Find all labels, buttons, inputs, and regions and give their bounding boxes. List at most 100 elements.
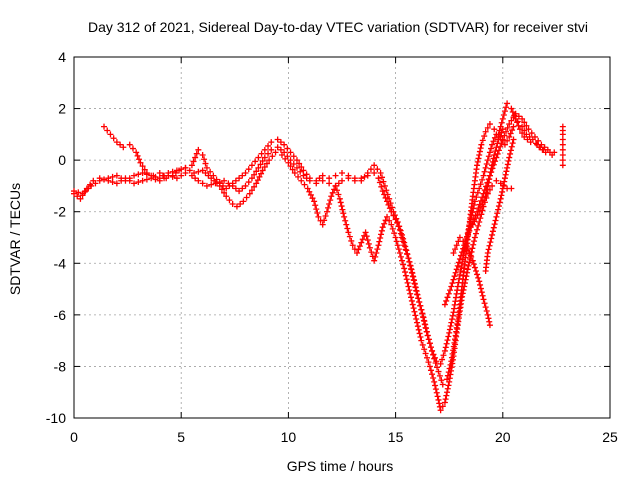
data-point [364, 237, 371, 244]
data-point [457, 252, 464, 259]
data-point [355, 246, 362, 253]
data-point [251, 183, 258, 190]
data-point [384, 213, 391, 220]
data-point [239, 185, 246, 192]
data-point [306, 175, 313, 182]
data-point [444, 294, 451, 301]
data-point [507, 150, 514, 157]
data-point [486, 176, 493, 183]
data-point [414, 291, 421, 298]
data-point [257, 161, 264, 168]
data-point [221, 189, 228, 196]
data-point [371, 257, 378, 264]
data-point [358, 239, 365, 246]
data-point [506, 121, 513, 128]
data-point [441, 399, 448, 406]
data-point [412, 284, 419, 291]
data-points [71, 100, 566, 414]
data-point [377, 235, 384, 242]
data-point [445, 333, 452, 340]
data-point [439, 356, 446, 363]
data-point [489, 162, 496, 169]
data-point [444, 337, 451, 344]
data-point [459, 290, 466, 297]
data-point [339, 206, 346, 213]
data-point [433, 389, 440, 396]
data-point [452, 246, 459, 253]
data-point [107, 131, 114, 138]
series-7 [482, 136, 517, 275]
data-point [471, 234, 478, 241]
data-point [422, 350, 429, 357]
data-point [474, 189, 481, 196]
data-point [464, 246, 471, 253]
data-point [471, 198, 478, 205]
data-point [268, 146, 275, 153]
data-point [409, 301, 416, 308]
data-point [261, 146, 268, 153]
y-tick-label: 0 [58, 152, 66, 168]
data-point [431, 378, 438, 385]
data-point [455, 279, 462, 286]
data-point [319, 177, 326, 184]
data-point [408, 266, 415, 273]
data-point [349, 242, 356, 249]
data-point [551, 149, 558, 156]
data-point [403, 276, 410, 283]
data-point [368, 249, 375, 256]
data-point [448, 319, 455, 326]
data-point [306, 188, 313, 195]
data-point [358, 177, 365, 184]
data-point [460, 238, 467, 245]
data-point [514, 119, 521, 126]
series-2 [71, 149, 515, 414]
data-point [236, 175, 243, 182]
data-point [439, 381, 446, 388]
data-point [456, 275, 463, 282]
data-point [335, 191, 342, 198]
data-point [487, 169, 494, 176]
data-point [122, 177, 129, 184]
data-point [266, 157, 273, 164]
data-point [496, 133, 503, 140]
data-point [434, 393, 441, 400]
data-point [248, 187, 255, 194]
data-point [509, 127, 516, 134]
data-point [523, 122, 530, 129]
data-point [345, 172, 352, 179]
data-point [450, 249, 457, 256]
data-point [483, 307, 490, 314]
data-point [348, 237, 355, 244]
data-point [293, 157, 300, 164]
data-point [504, 124, 511, 131]
data-point [389, 204, 396, 211]
data-point [346, 233, 353, 240]
data-point [486, 121, 493, 128]
data-point [473, 230, 479, 237]
data-point [190, 158, 197, 165]
data-point [559, 157, 566, 164]
data-point [445, 290, 452, 297]
data-point [431, 354, 438, 361]
data-point [500, 112, 507, 119]
data-point [519, 115, 526, 122]
data-point [503, 104, 510, 111]
data-point [413, 288, 420, 295]
data-point [483, 189, 490, 196]
data-point [492, 217, 499, 224]
data-point [173, 175, 180, 182]
data-point [226, 182, 233, 189]
data-point [263, 160, 270, 167]
tick-labels: 0 5 10 15 20 25 -10 -8 -6 -4 -2 0 2 4 [46, 49, 618, 445]
data-point [376, 179, 383, 186]
data-point [495, 136, 502, 143]
data-point [490, 138, 497, 145]
data-point [473, 268, 479, 275]
data-point [544, 146, 551, 153]
data-point [379, 188, 386, 195]
data-point [202, 160, 209, 167]
data-point [300, 172, 307, 179]
data-point [356, 243, 363, 250]
data-point [559, 151, 566, 158]
data-point [156, 175, 163, 182]
